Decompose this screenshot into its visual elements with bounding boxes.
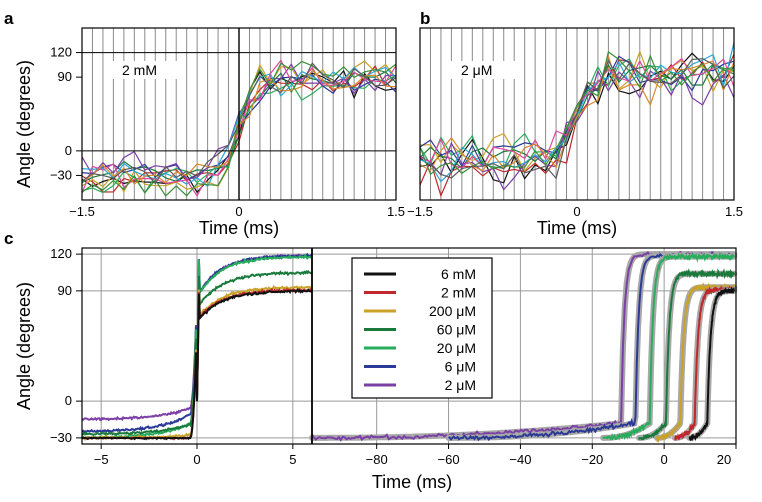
right-series-line — [638, 268, 736, 441]
panel-a-y-label: Angle (degrees) — [14, 60, 34, 188]
panel-a-frame — [81, 27, 397, 201]
x-tick-label: −20 — [581, 452, 603, 467]
x-tick-label: 0 — [193, 452, 200, 467]
legend-items: 6 mM 2 mM 200 μM 60 μM 20 μM 6 μM 2 μM — [364, 266, 476, 393]
x-tick-label: −5 — [94, 452, 109, 467]
panel-a-y-ticks: 120 90 0 −30 — [50, 45, 82, 182]
x-tick-label: −1.5 — [407, 204, 433, 219]
trace-line — [419, 49, 735, 173]
panel-b-annotation-bg — [450, 61, 520, 79]
panel-c-x-ticks: −5 0 5 −80 −60 −40 −20 0 20 — [94, 444, 737, 467]
panel-c-curves — [81, 250, 738, 444]
x-tick-label: −1.5 — [69, 204, 95, 219]
panel-c-x-label: Time (ms) — [372, 472, 452, 492]
panel-a: a 2 mM 120 90 0 −30 −1.5 0 1.5 Time (ms) Angl… — [4, 9, 405, 238]
legend-label: 2 μM — [445, 377, 476, 393]
x-tick-label: 0 — [661, 452, 668, 467]
trace-line — [419, 58, 735, 180]
y-tick-label: 0 — [65, 393, 72, 408]
right-series-line — [688, 286, 736, 442]
x-tick-label: 0 — [573, 204, 580, 219]
x-tick-label: 1.5 — [725, 204, 743, 219]
panel-a-x-label: Time (ms) — [199, 218, 279, 238]
panel-b-frame — [419, 27, 735, 201]
panel-b-letter: b — [420, 9, 430, 28]
panel-b-x-label: Time (ms) — [537, 218, 617, 238]
right-series-line — [655, 282, 736, 444]
panel-a-reference-lines — [82, 28, 396, 200]
y-tick-label: 90 — [58, 283, 72, 298]
y-tick-label: 120 — [50, 45, 72, 60]
panel-a-grid — [81, 28, 397, 200]
x-tick-label: −40 — [509, 452, 531, 467]
panel-a-annotation-bg — [112, 61, 182, 79]
y-tick-label: 90 — [58, 69, 72, 84]
panel-b: b 2 μM −1.5 0 1.5 Time (ms) — [407, 9, 743, 238]
x-tick-label: −60 — [438, 452, 460, 467]
y-tick-label: 120 — [50, 246, 72, 261]
x-tick-label: 5 — [289, 452, 296, 467]
panel-b-annotation: 2 μM — [461, 62, 492, 78]
panel-a-letter: a — [4, 9, 14, 28]
x-tick-label: −80 — [366, 452, 388, 467]
legend-label: 6 μM — [445, 359, 476, 375]
panel-a-x-ticks: −1.5 0 1.5 — [69, 204, 405, 219]
panel-c-y-ticks: 120 90 0 −30 — [50, 246, 82, 445]
legend-label: 6 mM — [441, 266, 476, 282]
panel-c-frame — [81, 247, 737, 445]
right-series-line — [602, 251, 736, 441]
legend-label: 60 μM — [437, 322, 476, 338]
x-tick-label: 1.5 — [387, 204, 405, 219]
panel-a-annotation: 2 mM — [122, 62, 157, 78]
legend-label: 20 μM — [437, 340, 476, 356]
y-tick-label: −30 — [50, 430, 72, 445]
legend-label: 200 μM — [429, 303, 476, 319]
panel-b-traces — [419, 42, 735, 198]
panel-c-letter: c — [4, 229, 13, 248]
panel-c: c 120 90 0 −30 −5 0 5 −80 −60 −40 −20 0 20 Time (ms… — [4, 229, 738, 492]
x-tick-label: 20 — [717, 452, 731, 467]
y-tick-label: −30 — [50, 167, 72, 182]
panel-b-x-ticks: −1.5 0 1.5 — [407, 204, 743, 219]
left-series-line — [82, 288, 313, 441]
panel-c-y-label: Angle (degrees) — [14, 282, 34, 410]
x-tick-label: 0 — [235, 204, 242, 219]
y-tick-label: 0 — [65, 143, 72, 158]
legend: 6 mM 2 mM 200 μM 60 μM 20 μM 6 μM 2 μM — [351, 257, 493, 399]
legend-label: 2 mM — [441, 285, 476, 301]
